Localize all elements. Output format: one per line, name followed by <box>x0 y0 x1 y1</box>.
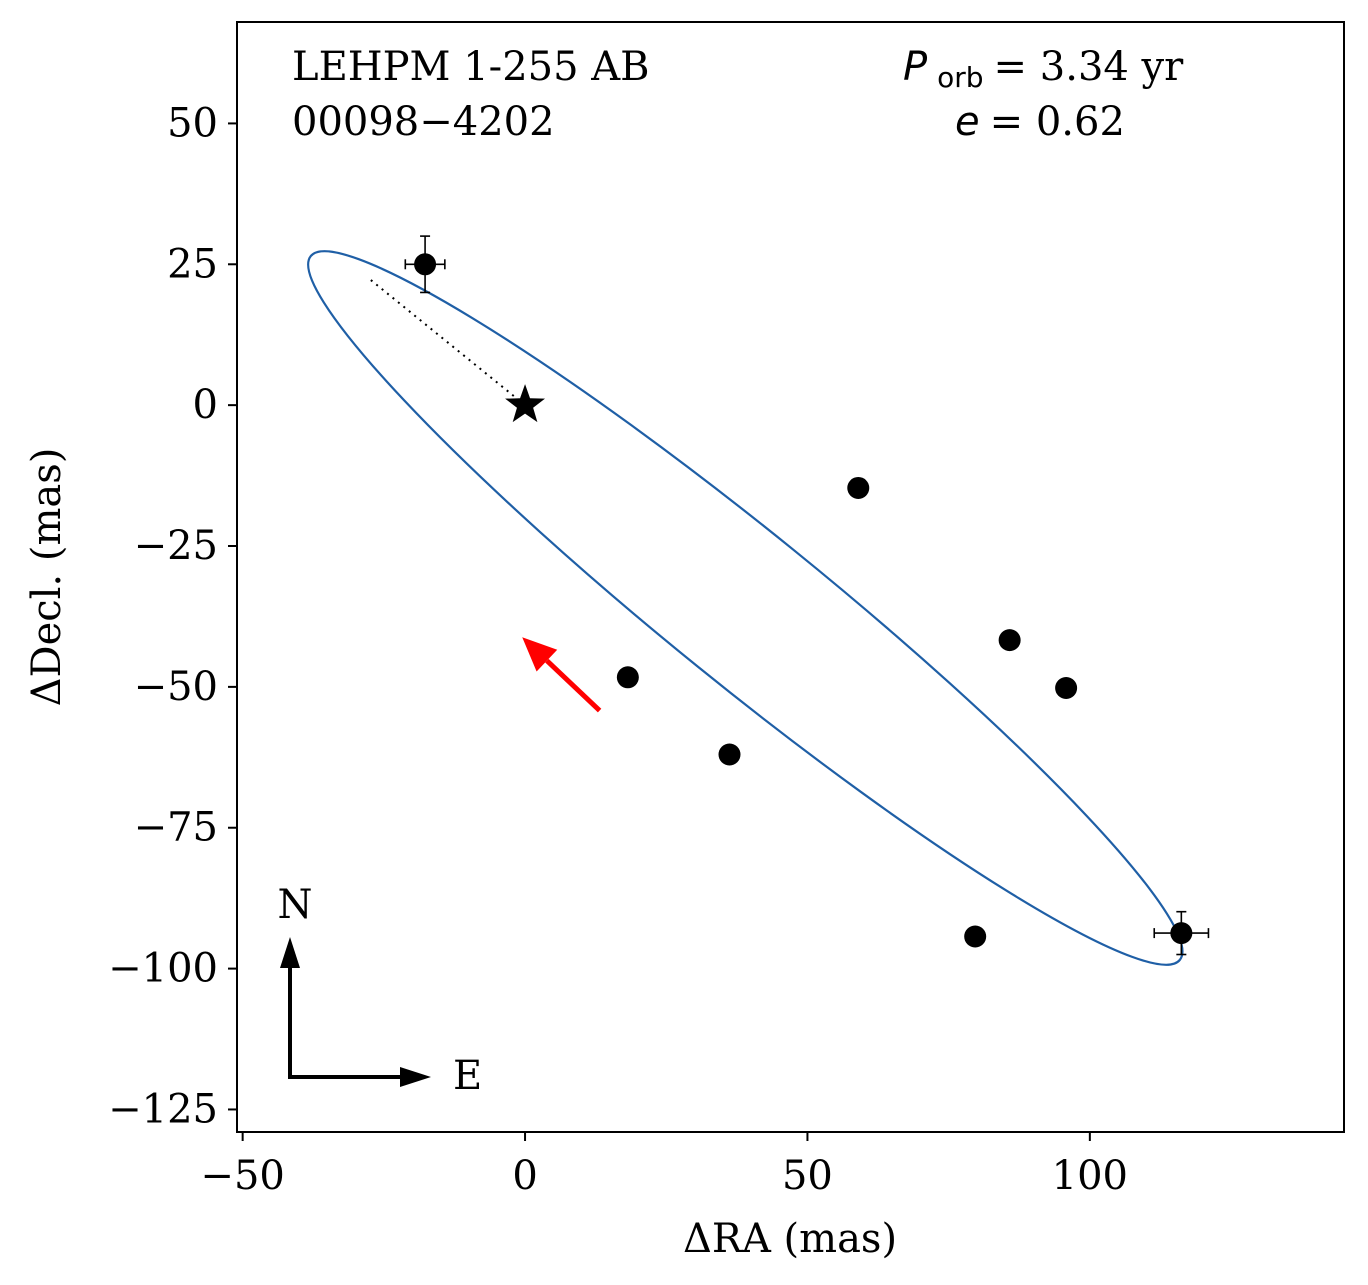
periastron-line <box>370 279 526 406</box>
x-tick-label: 50 <box>782 1153 833 1199</box>
motion-direction-arrow <box>522 637 602 713</box>
y-tick-label: −50 <box>134 664 218 710</box>
data-marker <box>998 629 1021 652</box>
y-tick-label: 0 <box>193 382 218 428</box>
x-axis-label: ΔRA (mas) <box>683 1216 897 1262</box>
orbital-period: P orb = 3.34 yr <box>903 44 1184 96</box>
eccentricity: e = 0.62 <box>955 99 1125 145</box>
y-tick-label: −100 <box>108 946 218 992</box>
period-subscript: orb <box>937 61 983 94</box>
data-marker <box>847 476 870 499</box>
motion-arrow-head <box>522 637 558 672</box>
x-tick-label: 100 <box>1052 1153 1128 1199</box>
east-label: E <box>453 1053 482 1099</box>
object-coordinates: 00098−4202 <box>292 99 555 145</box>
data-point <box>964 925 987 948</box>
compass-rose: N E <box>278 882 483 1099</box>
data-point <box>1153 910 1210 956</box>
data-points <box>404 235 1210 956</box>
data-point <box>1055 677 1078 699</box>
east-arrow-head <box>400 1067 431 1087</box>
y-tick-label: 25 <box>167 241 218 287</box>
y-tick-label: −125 <box>108 1086 218 1132</box>
x-tick-label: 0 <box>512 1153 537 1199</box>
data-point <box>616 666 639 689</box>
x-axis: −50 0 50 100 <box>200 1132 1128 1199</box>
data-marker <box>1055 677 1078 699</box>
x-tick-label: −50 <box>200 1153 284 1199</box>
eccentricity-symbol: e <box>955 99 980 145</box>
data-point <box>404 235 446 294</box>
data-point <box>998 629 1021 652</box>
plot-background <box>237 22 1344 1132</box>
data-marker <box>718 743 741 766</box>
data-marker <box>964 925 987 948</box>
plot-frame <box>236 21 1345 1133</box>
y-tick-label: 50 <box>167 100 218 146</box>
data-marker <box>414 253 437 276</box>
y-axis: 50 25 0 −25 −50 −75 −100 −125 <box>108 100 237 1132</box>
data-point <box>718 743 741 766</box>
north-arrow-head <box>280 937 300 968</box>
object-name: LEHPM 1-255 AB <box>292 44 650 90</box>
period-symbol: P <box>903 44 928 90</box>
orbit-ellipse <box>307 250 1184 966</box>
period-value: = 3.34 yr <box>994 44 1185 90</box>
motion-arrow-shaft <box>545 658 602 713</box>
y-tick-label: −75 <box>134 805 218 851</box>
data-marker <box>1170 922 1193 945</box>
y-axis-label: ΔDecl. (mas) <box>24 448 70 707</box>
data-marker <box>616 666 639 689</box>
y-tick-label: −25 <box>134 523 218 569</box>
data-point <box>847 476 870 499</box>
primary-star-icon <box>505 384 546 423</box>
north-label: N <box>278 882 313 928</box>
eccentricity-value: = 0.62 <box>990 99 1125 145</box>
